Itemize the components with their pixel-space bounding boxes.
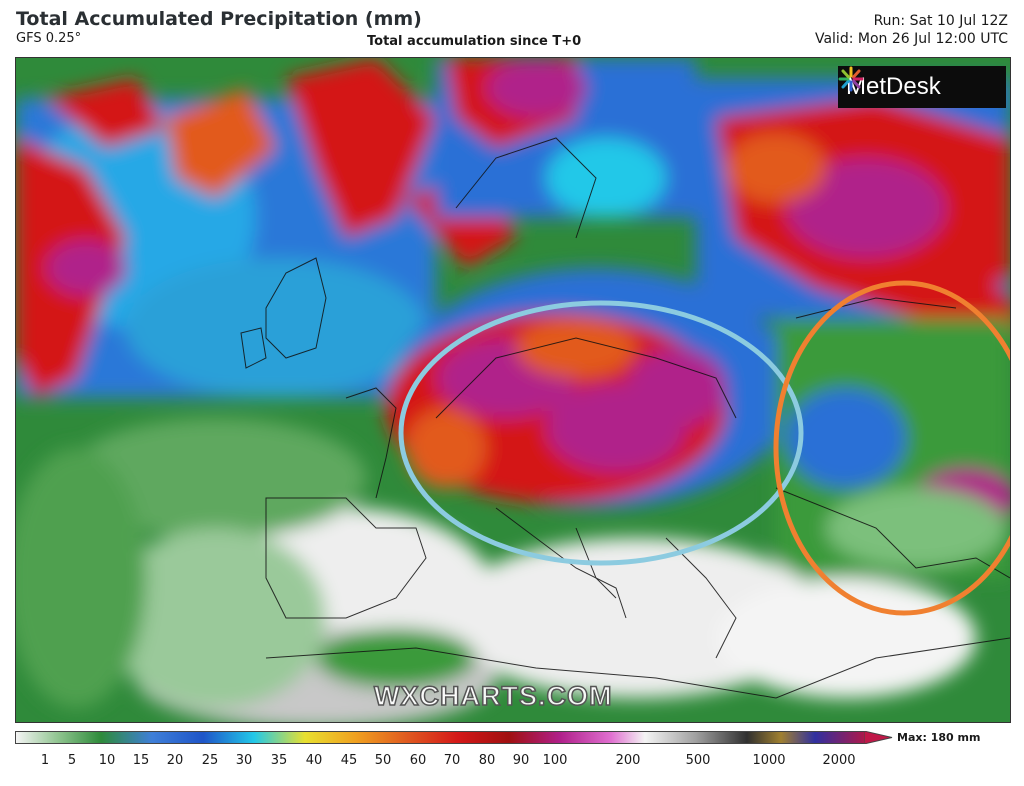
scale-tick-label: 45 (340, 753, 358, 768)
run-time: Run: Sat 10 Jul 12Z (873, 13, 1008, 29)
scale-bar (15, 731, 865, 744)
east-europe-highlight (773, 280, 1010, 616)
scale-tick-label: 80 (478, 753, 496, 768)
coastlines (240, 137, 1010, 699)
max-label: Max: 180 mm (897, 731, 981, 744)
precip-field (16, 58, 1010, 722)
chart-title: Total Accumulated Precipitation (mm) (16, 8, 422, 30)
scale-tick-label: 1000 (752, 753, 786, 768)
central-europe-highlight (398, 300, 804, 566)
header-left: Total Accumulated Precipitation (mm) GFS… (16, 8, 422, 46)
scale-tick-label: 70 (443, 753, 461, 768)
scale-tick-label: 1 (40, 753, 50, 768)
valid-time: Valid: Mon 26 Jul 12:00 UTC (814, 31, 1008, 47)
chart-subtitle: Total accumulation since T+0 (367, 34, 582, 49)
model-label: GFS 0.25° (16, 31, 82, 46)
scale-tick-label: 40 (305, 753, 323, 768)
scale-tick-label: 30 (235, 753, 253, 768)
scale-tick-label: 500 (685, 753, 711, 768)
scale-tick-label: 2000 (822, 753, 856, 768)
scale-max-arrow (864, 731, 893, 744)
metdesk-logo: MetDesk (838, 66, 1006, 108)
scale-tick-label: 60 (409, 753, 427, 768)
scale-tick-label: 10 (98, 753, 116, 768)
scale-tick-label: 100 (542, 753, 568, 768)
map-graphic (16, 58, 1010, 722)
scale-tick-label: 20 (166, 753, 184, 768)
scale-tick-label: 5 (67, 753, 77, 768)
scale-tick-label: 200 (615, 753, 641, 768)
scale-tick-label: 15 (132, 753, 150, 768)
metdesk-burst-icon (838, 66, 864, 92)
wxcharts-watermark: WXCHARTS.COM (373, 680, 613, 712)
header-right: Run: Sat 10 Jul 12Z Valid: Mon 26 Jul 12… (815, 12, 1008, 48)
scale-tick-label: 35 (270, 753, 288, 768)
scale-tick-label: 50 (374, 753, 392, 768)
scale-tick-label: 90 (512, 753, 530, 768)
color-scale: Max: 180 mm 1 5 10 15 20 25 30 35 40 45 50 60 70 80 90… (15, 731, 1015, 781)
scale-tick-label: 25 (201, 753, 219, 768)
precipitation-map[interactable]: MetDesk WXCHARTS.COM (15, 57, 1011, 723)
